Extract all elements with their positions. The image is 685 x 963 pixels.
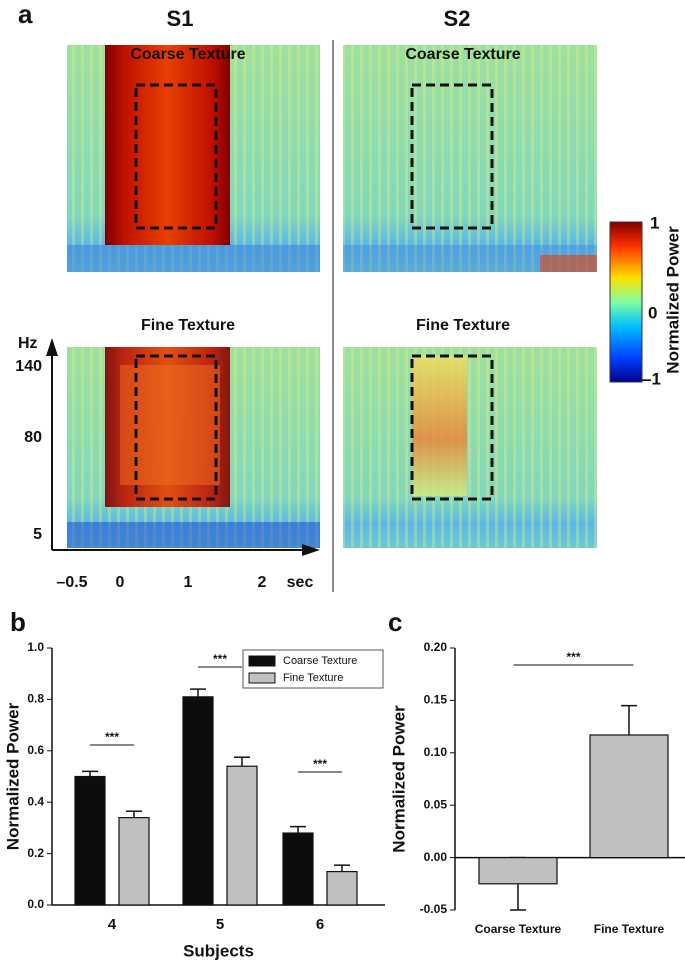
- colorbar-label: Normalized Power: [663, 226, 682, 374]
- y-tick-label: 0.8: [27, 692, 44, 706]
- x-axis-label: Subjects: [183, 941, 254, 960]
- bar: [282, 832, 314, 906]
- x-tick-label: –0.5: [56, 574, 87, 591]
- x-tick-label: 6: [316, 916, 324, 933]
- y-tick-label: 0.10: [424, 745, 448, 759]
- x-axis-label: sec: [287, 574, 314, 591]
- x-tick-label: 2: [258, 574, 267, 591]
- spectrogram-hot-region: [540, 255, 597, 272]
- legend-label: Coarse Texture: [283, 655, 357, 667]
- x-tick-label: Fine Texture: [594, 922, 665, 936]
- significance-label: ***: [213, 652, 227, 666]
- bar: [226, 765, 258, 906]
- spectrogram-hot-region: [412, 356, 467, 496]
- x-tick-label: 1: [184, 574, 193, 591]
- panel-title: Coarse Texture: [405, 46, 520, 63]
- panel-label: c: [388, 607, 402, 637]
- bar: [182, 696, 214, 906]
- x-tick-label: 5: [216, 916, 224, 933]
- colorbar-tick-label: 0: [648, 303, 657, 322]
- y-tick-label: 140: [15, 358, 42, 375]
- spectrogram-texture: [343, 45, 597, 272]
- x-tick-label: Coarse Texture: [475, 922, 562, 936]
- spectrogram-hot-region: [105, 45, 230, 245]
- y-tick-label: 0.4: [27, 794, 44, 808]
- panel-title: Fine Texture: [141, 317, 235, 334]
- y-axis-label: Normalized Power: [3, 702, 22, 850]
- significance-label: ***: [105, 730, 119, 744]
- arrowhead: [46, 338, 58, 356]
- column-label: S1: [167, 6, 194, 31]
- y-tick-label: 80: [24, 429, 42, 446]
- panel-title: Coarse Texture: [130, 46, 245, 63]
- spectrogram-low-band: [67, 245, 320, 272]
- legend-swatch: [248, 672, 276, 684]
- spectrogram-low-band: [67, 522, 320, 548]
- y-tick-label: 0.6: [27, 743, 44, 757]
- spectrogram-hot-region: [120, 365, 220, 485]
- significance-label: ***: [566, 650, 580, 664]
- y-tick-label: 0.05: [424, 797, 448, 811]
- bar: [74, 775, 106, 906]
- arrowhead: [302, 544, 320, 556]
- y-tick-label: 5: [33, 526, 42, 543]
- significance-label: ***: [313, 757, 327, 771]
- y-tick-label: 0.0: [27, 897, 44, 911]
- y-tick-label: -0.05: [420, 902, 448, 916]
- spectrogram-texture: [343, 347, 597, 548]
- panel-a: a S1 S2 Coarse Texture Coarse Texture Fi…: [15, 0, 682, 592]
- y-tick-label: 0.15: [424, 693, 448, 707]
- y-tick-label: 0.20: [424, 640, 448, 654]
- colorbar-tick-label: –1: [642, 369, 661, 388]
- bar: [326, 870, 358, 906]
- y-tick-label: 1.0: [27, 640, 44, 654]
- legend-label: Fine Texture: [283, 672, 343, 684]
- panel-title: Fine Texture: [416, 317, 510, 334]
- y-tick-label: 0.00: [424, 850, 448, 864]
- bar: [118, 817, 150, 906]
- panel-label: a: [18, 0, 33, 29]
- column-label: S2: [444, 6, 471, 31]
- y-axis-label: Normalized Power: [389, 705, 408, 853]
- bar: [589, 734, 669, 859]
- y-axis-label: Hz: [18, 335, 38, 352]
- x-tick-label: 4: [108, 916, 117, 933]
- y-tick-label: 0.2: [27, 846, 44, 860]
- panel-label: b: [10, 607, 26, 637]
- legend-swatch: [248, 655, 276, 667]
- bar: [478, 856, 558, 885]
- colorbar: [609, 221, 643, 383]
- x-tick-label: 0: [116, 574, 125, 591]
- colorbar-tick-label: 1: [650, 213, 659, 232]
